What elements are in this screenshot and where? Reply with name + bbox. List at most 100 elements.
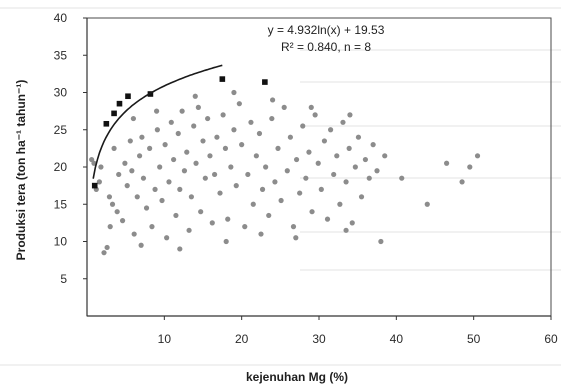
data-point (179, 108, 185, 114)
data-point (124, 183, 130, 189)
x-axis-ticks: 10 20 30 40 50 60 (158, 316, 558, 346)
trend-stats: R² = 0.840, n = 8 (281, 40, 371, 54)
data-point (309, 209, 315, 215)
data-point (104, 244, 110, 251)
data-point (366, 175, 372, 181)
data-point (337, 201, 343, 207)
data-point (181, 168, 188, 174)
data-point (306, 149, 312, 155)
x-axis-title: kejenuhan Mg (%) (246, 370, 348, 384)
data-point (200, 138, 206, 144)
data-point (195, 104, 201, 110)
data-point (347, 112, 353, 118)
data-point (171, 156, 177, 163)
y-tick-label: 40 (54, 11, 68, 25)
data-point (444, 160, 450, 166)
data-point (270, 97, 276, 103)
y-axis-ticks: 5 10 15 20 25 30 35 40 (54, 11, 87, 286)
data-point (370, 142, 376, 148)
data-point (362, 156, 368, 163)
y-tick-label: 15 (54, 197, 68, 211)
data-point (349, 220, 355, 226)
data-point (173, 212, 179, 219)
data-point (225, 216, 231, 222)
y-tick-label: 30 (54, 86, 68, 100)
data-point (284, 168, 290, 174)
data-point (352, 164, 358, 170)
data-point (139, 134, 145, 140)
data-point (168, 119, 174, 125)
data-point (154, 108, 160, 114)
data-point (258, 231, 264, 237)
data-point (119, 218, 126, 224)
data-point (297, 190, 303, 196)
data-point (223, 238, 229, 245)
y-axis-title: Produksi tera (ton ha⁻¹ tahun⁻¹) (14, 80, 28, 261)
data-point (300, 123, 306, 129)
data-point (140, 175, 147, 181)
data-point (459, 179, 465, 185)
data-point (202, 175, 208, 181)
data-point (107, 224, 113, 230)
data-point (116, 171, 122, 178)
data-point (136, 153, 143, 159)
data-point (378, 238, 384, 245)
data-point (281, 104, 287, 110)
data-point (212, 171, 218, 178)
data-point (101, 250, 107, 256)
data-point (177, 186, 183, 192)
data-point (312, 112, 318, 118)
data-point (228, 164, 234, 170)
data-point (106, 194, 113, 200)
data-point (193, 160, 199, 166)
data-point (175, 130, 181, 137)
data-point (207, 153, 213, 159)
data-point (147, 145, 153, 151)
data-point (131, 231, 137, 237)
data-point (205, 115, 211, 122)
data-point (162, 142, 168, 148)
data-point (250, 201, 256, 207)
data-point (245, 171, 251, 178)
data-point (222, 145, 229, 151)
data-point (114, 209, 120, 215)
data-point (467, 164, 473, 170)
data-point-highlight (262, 79, 268, 85)
data-point (159, 197, 165, 204)
data-point (138, 242, 144, 248)
data-point (399, 175, 405, 181)
data-point (272, 179, 278, 185)
data-point-highlight (103, 120, 110, 127)
data-point (177, 246, 183, 252)
trendline (92, 64, 223, 179)
data-point (129, 168, 135, 174)
data-point (220, 112, 226, 118)
y-tick-label: 35 (54, 48, 68, 62)
data-point (308, 104, 314, 110)
data-point (374, 168, 380, 174)
y-tick-label: 5 (60, 272, 67, 286)
data-point-highlight (219, 76, 226, 82)
data-point (143, 205, 150, 211)
data-point (259, 186, 266, 192)
data-point (293, 156, 300, 163)
data-point-highlight (91, 182, 98, 189)
data-point (331, 171, 337, 178)
data-point (424, 201, 430, 207)
x-tick-label: 30 (312, 332, 326, 346)
data-point (96, 179, 102, 185)
data-point (186, 227, 192, 233)
data-point (315, 160, 321, 166)
data-point (303, 175, 309, 181)
data-point (231, 127, 237, 133)
data-point (157, 164, 163, 170)
data-point (191, 123, 197, 129)
plot-area (86, 17, 552, 317)
data-point (321, 138, 328, 144)
data-point (324, 216, 331, 222)
x-tick-label: 60 (544, 332, 558, 346)
data-point (166, 179, 172, 185)
y-tick-label: 25 (54, 123, 68, 137)
data-point (474, 153, 481, 159)
